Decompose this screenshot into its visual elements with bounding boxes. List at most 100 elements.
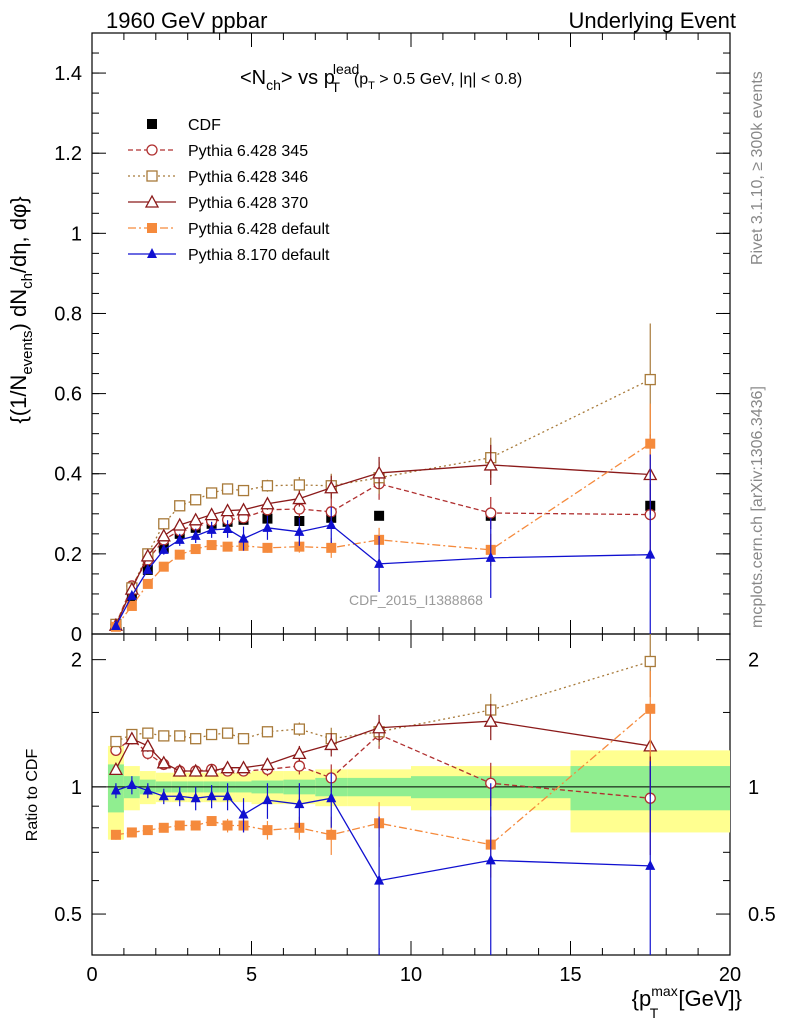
main-series-p8 [110, 454, 656, 634]
ratio-point [237, 733, 250, 745]
x-tick-label: 5 [246, 964, 257, 986]
main-point [238, 532, 249, 543]
ratio-point [260, 757, 275, 771]
ratio-y-tick-label-right: 0.5 [748, 904, 776, 926]
ratio-point [140, 738, 155, 752]
ratio-point [190, 792, 201, 803]
ratio-point [374, 874, 385, 885]
ratio-point [372, 720, 387, 734]
main-series [108, 323, 658, 634]
legend-label-p346: Pythia 6.428 346 [188, 169, 308, 186]
legend-marker-p345 [146, 144, 158, 156]
main-point [142, 563, 153, 574]
legend-label-data: CDF [188, 117, 221, 134]
watermark-label: CDF_2015_I1388868 [349, 592, 483, 608]
ratio-point [110, 784, 121, 795]
ratio-y-tick-label: 2 [71, 650, 82, 672]
main-point [205, 487, 218, 499]
ratio-series-p8 [110, 761, 656, 955]
legend-label-p345: Pythia 6.428 345 [188, 143, 308, 160]
ratio-point [293, 760, 306, 772]
main-point [294, 525, 305, 536]
ratio-point [156, 755, 171, 769]
x-tick-label: 20 [719, 964, 741, 986]
main-point [292, 491, 307, 505]
main-point [374, 557, 385, 568]
ratio-point [142, 727, 154, 739]
ratio-point [262, 825, 273, 836]
main-point [483, 457, 498, 471]
ratio-point [221, 727, 234, 739]
main-panel: 0 0.2 0.4 0.6 0.8 1 1.2 1.4 0 5 10 15 20 0.5 0.5 1 1 2 2 [54, 32, 776, 986]
main-point [324, 480, 339, 494]
ratio-point [190, 733, 202, 745]
ratio-point [142, 825, 153, 836]
main-point [126, 589, 137, 600]
main-point [294, 541, 305, 552]
ratio-point [206, 790, 217, 801]
ratio-point [236, 760, 251, 774]
legend-label-p6def: Pythia 6.428 default [188, 221, 330, 238]
ratio-point [326, 792, 337, 803]
main-point [222, 541, 233, 552]
main-point [158, 561, 169, 572]
mcplots-label: mcplots.cern.ch [arXiv:1306.3436] [749, 386, 766, 628]
ratio-y-tick-label-right: 2 [748, 650, 759, 672]
ratio-point [174, 730, 186, 742]
header-right: Underlying Event [568, 8, 736, 33]
main-point [206, 523, 217, 534]
main-point [326, 519, 337, 530]
ratio-point [326, 829, 337, 840]
main-point [190, 494, 202, 506]
ratio-point [222, 790, 233, 801]
y-tick-label: 0.6 [54, 384, 82, 406]
ratio-point [238, 808, 249, 819]
main-point [374, 510, 385, 521]
main-point [222, 523, 233, 534]
ratio-point [174, 790, 185, 801]
main-point [645, 548, 656, 559]
y-axis-label: {(1/Nevents) dNch/dη, dφ} [6, 196, 36, 423]
main-point [190, 544, 201, 555]
main-point [237, 484, 250, 497]
ratio-point [292, 746, 307, 760]
main-point [220, 503, 235, 517]
ratio-point [645, 703, 656, 714]
main-point [485, 551, 496, 562]
x-tick-label: 0 [86, 964, 97, 986]
ratio-point [172, 763, 187, 777]
main-point [140, 548, 155, 562]
ratio-point [644, 655, 656, 668]
ratio-y-tick-label-right: 1 [748, 777, 759, 799]
ratio-point [645, 859, 656, 870]
main-point [293, 479, 306, 491]
ratio-point [220, 760, 235, 774]
ratio-point [174, 820, 185, 831]
ratio-point [485, 854, 496, 865]
ratio-point [190, 820, 201, 831]
ratio-point [158, 822, 169, 833]
ratio-series-p370 [108, 704, 658, 797]
y-tick-label: 0.2 [54, 544, 82, 566]
main-point [326, 542, 337, 553]
legend-marker-p370 [144, 194, 160, 208]
ratio-point [483, 713, 498, 727]
main-point [126, 600, 137, 611]
ratio-point [142, 784, 153, 795]
main-point [236, 502, 251, 516]
ratio-band [92, 745, 730, 840]
legend-marker-p8 [147, 248, 157, 258]
ratio-point [158, 730, 170, 742]
main-point [485, 507, 497, 519]
main-point [174, 533, 185, 544]
main-point [644, 373, 656, 386]
main-point [156, 528, 171, 542]
ratio-y-axis-label: Ratio to CDF [24, 749, 41, 842]
chart-title: <Nch> vs plead T (pT > 0.5 GeV, |η| < 0.8) [240, 61, 522, 95]
ratio-point [294, 798, 305, 809]
legend: CDF Pythia 6.428 345 Pythia 6.428 346 Pythi… [128, 117, 330, 264]
y-tick-label: 1.4 [54, 63, 82, 85]
ratio-point [124, 731, 139, 745]
ratio-point [126, 779, 137, 790]
